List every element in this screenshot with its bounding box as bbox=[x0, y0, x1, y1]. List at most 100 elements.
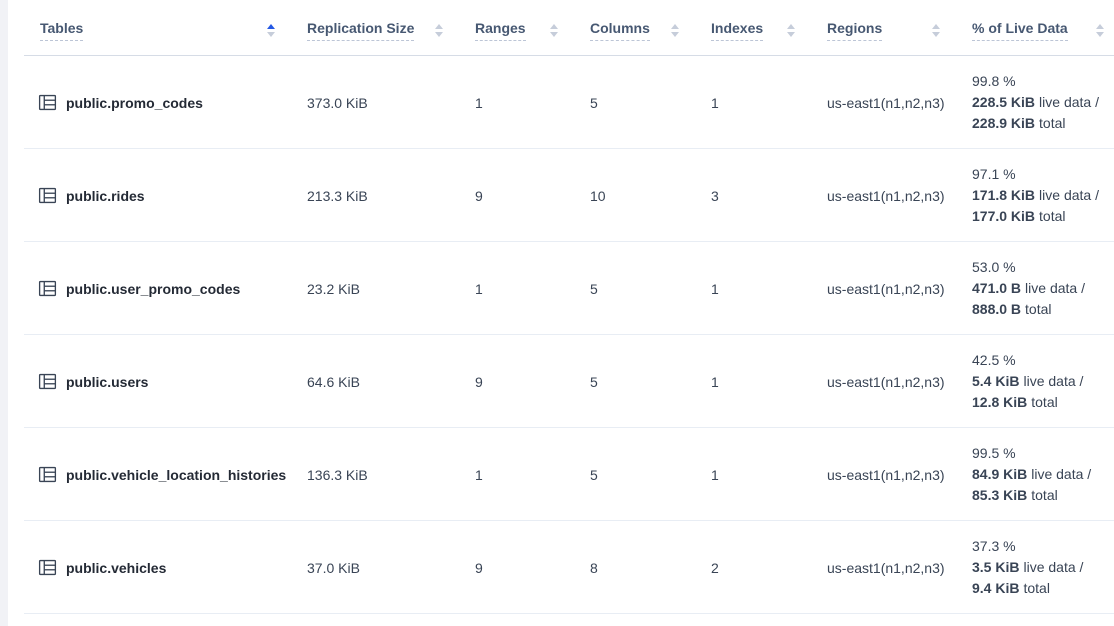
column-header-label: Indexes bbox=[711, 20, 764, 41]
table-name-link[interactable]: public.promo_codes bbox=[66, 94, 203, 111]
total-size-value: 177.0 KiB bbox=[972, 208, 1036, 224]
live-size-label: live data / bbox=[1031, 466, 1092, 482]
replication-size-cell: 37.0 KiB bbox=[307, 559, 360, 576]
total-size-label: total bbox=[1031, 487, 1058, 503]
live-size-label: live data / bbox=[1039, 94, 1099, 110]
live-size-line: 171.8 KiB live data / bbox=[972, 185, 1114, 206]
column-header-ranges[interactable]: Ranges bbox=[475, 20, 590, 41]
columns-cell: 5 bbox=[590, 373, 598, 390]
live-percent: 53.0 % bbox=[972, 259, 1016, 275]
ranges-cell: 1 bbox=[475, 94, 483, 111]
live-size-value: 3.5 KiB bbox=[972, 559, 1020, 575]
live-percent: 99.5 % bbox=[972, 445, 1016, 461]
regions-cell: us-east1(n1,n2,n3) bbox=[827, 94, 945, 111]
sort-icon[interactable] bbox=[548, 22, 560, 39]
table-name-link[interactable]: public.vehicle_location_histories bbox=[66, 466, 287, 483]
total-size-label: total bbox=[1039, 115, 1066, 131]
live-percent: 37.3 % bbox=[972, 538, 1016, 554]
live-size-label: live data / bbox=[1023, 373, 1084, 389]
column-header-indexes[interactable]: Indexes bbox=[711, 20, 827, 41]
live-size-value: 84.9 KiB bbox=[972, 466, 1028, 482]
column-header-label: % of Live Data bbox=[972, 20, 1068, 41]
sort-icon[interactable] bbox=[1094, 22, 1106, 39]
live-size-line: 3.5 KiB live data / bbox=[972, 557, 1114, 578]
live-percent: 97.1 % bbox=[972, 166, 1016, 182]
column-header-replication-size[interactable]: Replication Size bbox=[307, 20, 475, 41]
live-size-label: live data / bbox=[1023, 559, 1084, 575]
table-icon bbox=[38, 93, 57, 112]
ranges-cell: 9 bbox=[475, 373, 483, 390]
indexes-cell: 3 bbox=[711, 187, 719, 204]
ranges-cell: 9 bbox=[475, 559, 483, 576]
live-size-line: 5.4 KiB live data / bbox=[972, 371, 1114, 392]
total-size-label: total bbox=[1025, 301, 1052, 317]
regions-cell: us-east1(n1,n2,n3) bbox=[827, 373, 945, 390]
live-size-value: 5.4 KiB bbox=[972, 373, 1020, 389]
table-row: public.rides 213.3 KiB 9 10 3 us-east1(n… bbox=[0, 149, 1114, 242]
total-size-value: 888.0 B bbox=[972, 301, 1022, 317]
table-name-cell: public.user_promo_codes bbox=[0, 279, 307, 298]
live-data-cell: 42.5 % 5.4 KiB live data / 12.8 KiB total bbox=[972, 350, 1114, 413]
columns-cell: 5 bbox=[590, 280, 598, 297]
live-data-cell: 99.5 % 84.9 KiB live data / 85.3 KiB total bbox=[972, 443, 1114, 506]
columns-cell: 8 bbox=[590, 559, 598, 576]
table-name-cell: public.promo_codes bbox=[0, 93, 307, 112]
live-data-cell: 97.1 % 171.8 KiB live data / 177.0 KiB tot… bbox=[972, 164, 1114, 227]
column-header-tables[interactable]: Tables bbox=[0, 20, 307, 41]
column-header-label: Ranges bbox=[475, 20, 526, 41]
table-name-link[interactable]: public.rides bbox=[66, 187, 145, 204]
table-name-link[interactable]: public.vehicles bbox=[66, 559, 167, 576]
column-header-columns[interactable]: Columns bbox=[590, 20, 711, 41]
columns-cell: 5 bbox=[590, 466, 598, 483]
ranges-cell: 1 bbox=[475, 466, 483, 483]
table-row: public.vehicle_location_histories 136.3 … bbox=[0, 428, 1114, 521]
sort-icon[interactable] bbox=[433, 22, 445, 39]
column-header-label: Tables bbox=[40, 20, 84, 41]
table-body: public.promo_codes 373.0 KiB 1 5 1 us-ea… bbox=[0, 56, 1114, 614]
table-row: public.promo_codes 373.0 KiB 1 5 1 us-ea… bbox=[0, 56, 1114, 149]
column-header-live-data[interactable]: % of Live Data bbox=[972, 20, 1114, 41]
page-left-gutter bbox=[0, 0, 8, 626]
column-header-label: Replication Size bbox=[307, 20, 415, 41]
table-name-link[interactable]: public.user_promo_codes bbox=[66, 280, 241, 297]
sort-icon[interactable] bbox=[669, 22, 681, 39]
live-size-label: live data / bbox=[1025, 280, 1085, 296]
table-icon bbox=[38, 558, 57, 577]
total-size-label: total bbox=[1031, 394, 1058, 410]
sort-icon[interactable] bbox=[785, 22, 797, 39]
indexes-cell: 1 bbox=[711, 94, 719, 111]
live-size-label: live data / bbox=[1039, 187, 1099, 203]
replication-size-cell: 23.2 KiB bbox=[307, 280, 360, 297]
indexes-cell: 1 bbox=[711, 466, 719, 483]
indexes-cell: 1 bbox=[711, 373, 719, 390]
replication-size-cell: 213.3 KiB bbox=[307, 187, 368, 204]
total-size-line: 177.0 KiB total bbox=[972, 206, 1114, 227]
total-size-value: 12.8 KiB bbox=[972, 394, 1028, 410]
total-size-line: 9.4 KiB total bbox=[972, 578, 1114, 599]
indexes-cell: 1 bbox=[711, 280, 719, 297]
table-name-cell: public.users bbox=[0, 372, 307, 391]
ranges-cell: 9 bbox=[475, 187, 483, 204]
regions-cell: us-east1(n1,n2,n3) bbox=[827, 187, 945, 204]
live-percent: 42.5 % bbox=[972, 352, 1016, 368]
table-name-cell: public.rides bbox=[0, 186, 307, 205]
total-size-value: 228.9 KiB bbox=[972, 115, 1036, 131]
replication-size-cell: 64.6 KiB bbox=[307, 373, 360, 390]
columns-cell: 5 bbox=[590, 94, 598, 111]
table-name-link[interactable]: public.users bbox=[66, 373, 149, 390]
indexes-cell: 2 bbox=[711, 559, 719, 576]
regions-cell: us-east1(n1,n2,n3) bbox=[827, 466, 945, 483]
live-size-line: 84.9 KiB live data / bbox=[972, 464, 1114, 485]
regions-cell: us-east1(n1,n2,n3) bbox=[827, 280, 945, 297]
total-size-line: 12.8 KiB total bbox=[972, 392, 1114, 413]
column-header-regions[interactable]: Regions bbox=[827, 20, 972, 41]
sort-icon[interactable] bbox=[930, 22, 942, 39]
sort-icon[interactable] bbox=[265, 22, 277, 39]
column-header-label: Columns bbox=[590, 20, 650, 41]
column-header-label: Regions bbox=[827, 20, 883, 41]
live-data-cell: 99.8 % 228.5 KiB live data / 228.9 KiB tot… bbox=[972, 71, 1114, 134]
